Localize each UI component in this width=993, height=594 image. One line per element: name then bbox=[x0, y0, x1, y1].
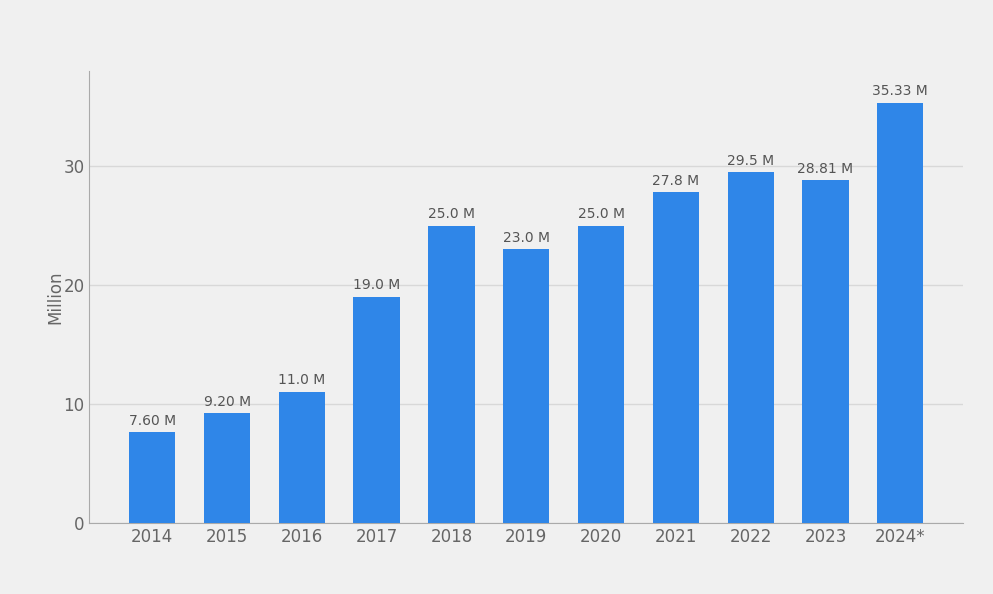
Bar bbox=[578, 226, 625, 523]
Text: 25.0 M: 25.0 M bbox=[428, 207, 475, 221]
Text: 29.5 M: 29.5 M bbox=[727, 153, 775, 168]
Text: 35.33 M: 35.33 M bbox=[873, 84, 928, 98]
Bar bbox=[802, 181, 849, 523]
Text: 28.81 M: 28.81 M bbox=[797, 162, 854, 176]
Bar bbox=[428, 226, 475, 523]
Text: 23.0 M: 23.0 M bbox=[502, 230, 550, 245]
Bar bbox=[652, 192, 699, 523]
Bar bbox=[728, 172, 774, 523]
Text: 9.20 M: 9.20 M bbox=[204, 394, 250, 409]
Text: 19.0 M: 19.0 M bbox=[354, 278, 400, 292]
Bar bbox=[279, 392, 325, 523]
Text: 11.0 M: 11.0 M bbox=[278, 373, 326, 387]
Text: 7.60 M: 7.60 M bbox=[129, 413, 176, 428]
Bar bbox=[204, 413, 250, 523]
Y-axis label: Million: Million bbox=[46, 270, 65, 324]
Text: 27.8 M: 27.8 M bbox=[652, 173, 699, 188]
Bar bbox=[503, 249, 549, 523]
Text: 25.0 M: 25.0 M bbox=[578, 207, 625, 221]
Bar bbox=[354, 297, 400, 523]
Bar bbox=[129, 432, 176, 523]
Bar bbox=[877, 103, 923, 523]
